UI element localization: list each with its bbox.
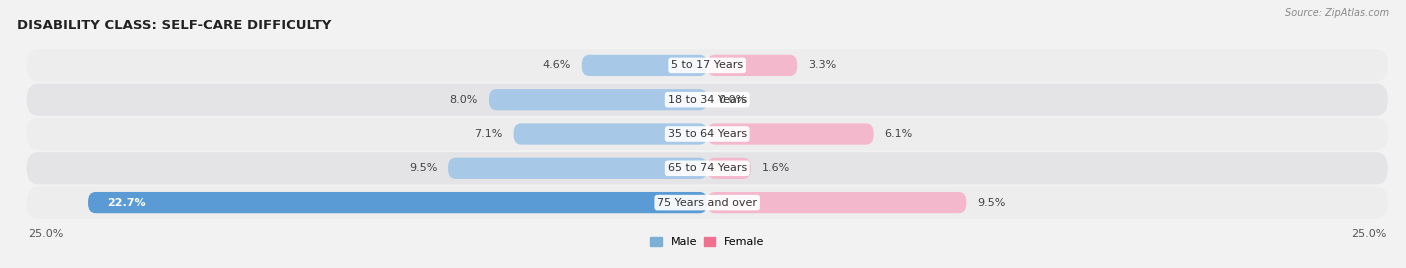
Text: DISABILITY CLASS: SELF-CARE DIFFICULTY: DISABILITY CLASS: SELF-CARE DIFFICULTY	[17, 19, 332, 32]
FancyBboxPatch shape	[707, 123, 873, 145]
Text: 25.0%: 25.0%	[28, 229, 63, 239]
FancyBboxPatch shape	[27, 187, 1388, 219]
FancyBboxPatch shape	[489, 89, 707, 110]
FancyBboxPatch shape	[707, 192, 966, 213]
Text: 75 Years and over: 75 Years and over	[657, 198, 758, 208]
FancyBboxPatch shape	[707, 55, 797, 76]
Text: 22.7%: 22.7%	[107, 198, 146, 208]
FancyBboxPatch shape	[449, 158, 707, 179]
Text: 6.1%: 6.1%	[884, 129, 912, 139]
FancyBboxPatch shape	[27, 152, 1388, 184]
FancyBboxPatch shape	[582, 55, 707, 76]
FancyBboxPatch shape	[27, 49, 1388, 81]
FancyBboxPatch shape	[707, 158, 751, 179]
Text: 3.3%: 3.3%	[808, 60, 837, 70]
Text: Source: ZipAtlas.com: Source: ZipAtlas.com	[1285, 8, 1389, 18]
Legend: Male, Female: Male, Female	[645, 233, 769, 252]
FancyBboxPatch shape	[27, 118, 1388, 150]
Text: 9.5%: 9.5%	[977, 198, 1005, 208]
Text: 1.6%: 1.6%	[762, 163, 790, 173]
FancyBboxPatch shape	[27, 84, 1388, 116]
Text: 25.0%: 25.0%	[1351, 229, 1386, 239]
Text: 65 to 74 Years: 65 to 74 Years	[668, 163, 747, 173]
Text: 4.6%: 4.6%	[543, 60, 571, 70]
FancyBboxPatch shape	[513, 123, 707, 145]
Text: 8.0%: 8.0%	[450, 95, 478, 105]
Text: 35 to 64 Years: 35 to 64 Years	[668, 129, 747, 139]
Text: 0.0%: 0.0%	[718, 95, 747, 105]
Text: 9.5%: 9.5%	[409, 163, 437, 173]
Text: 7.1%: 7.1%	[474, 129, 503, 139]
Text: 5 to 17 Years: 5 to 17 Years	[671, 60, 744, 70]
FancyBboxPatch shape	[89, 192, 707, 213]
Text: 18 to 34 Years: 18 to 34 Years	[668, 95, 747, 105]
